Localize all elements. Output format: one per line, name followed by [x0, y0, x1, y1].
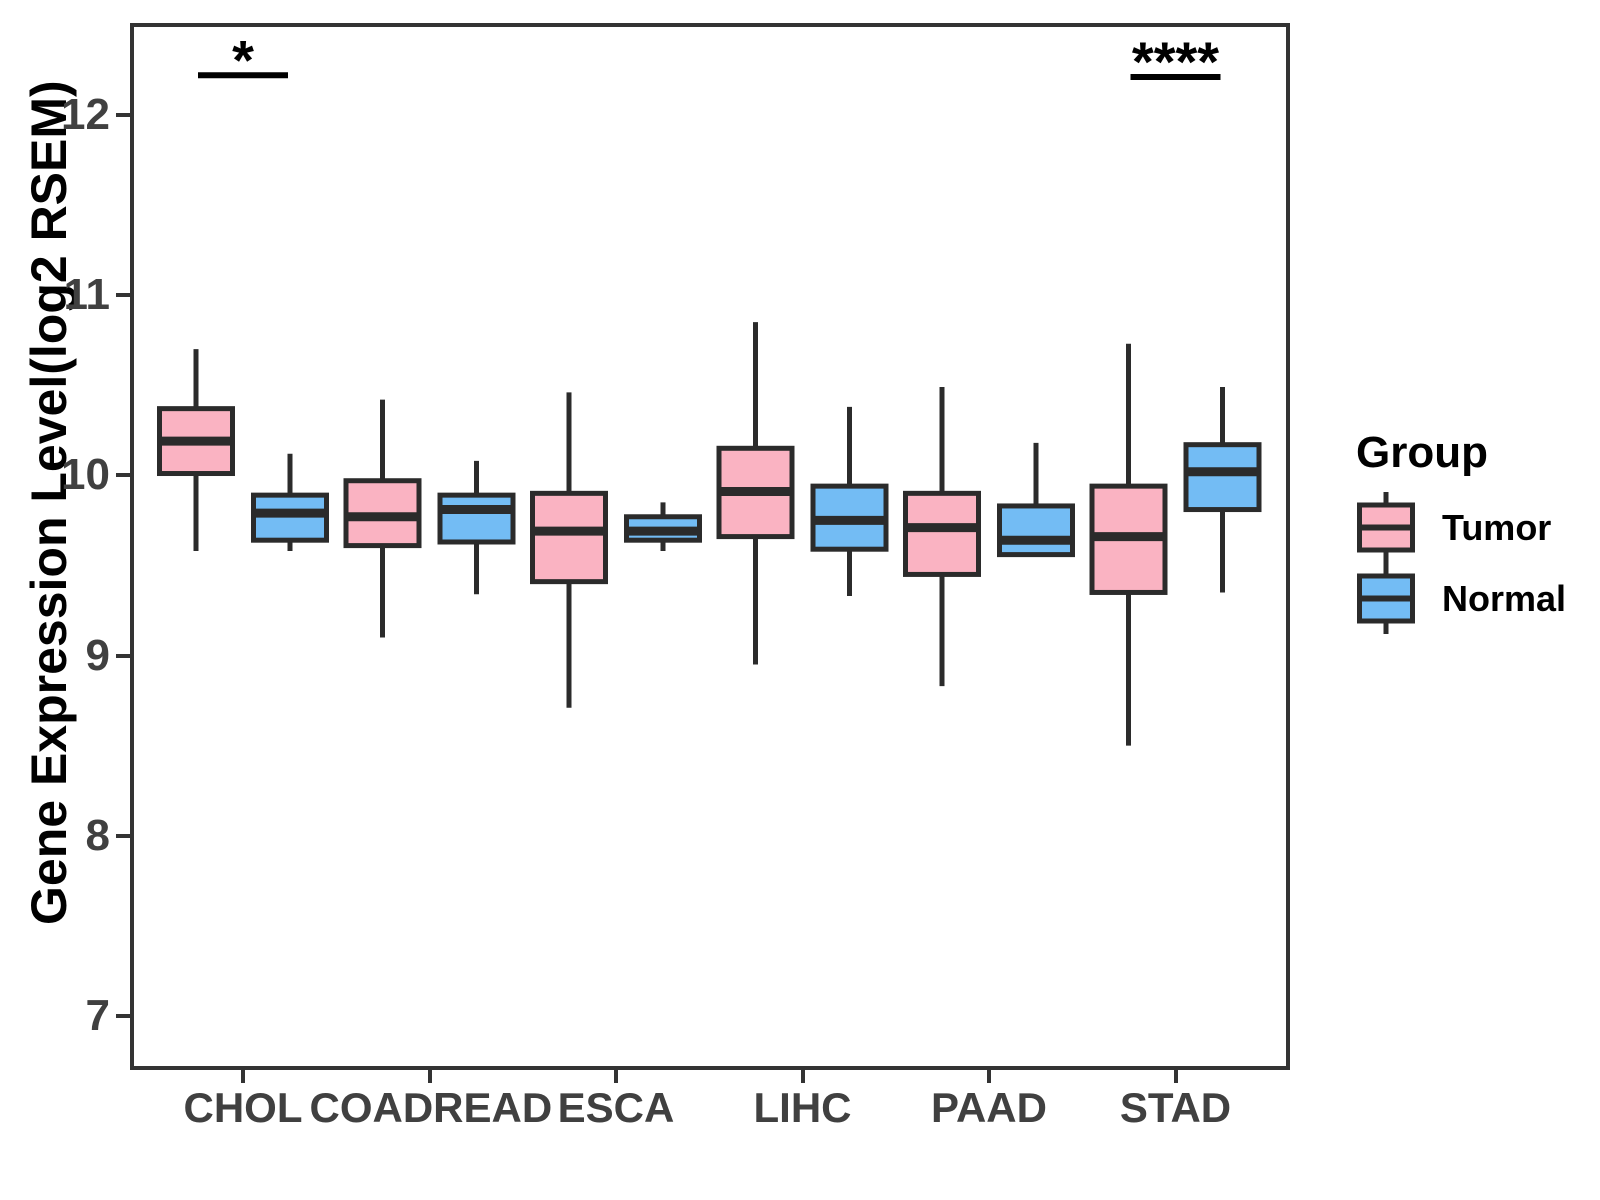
y-tick-mark-7	[116, 1013, 130, 1018]
x-tick-mark-STAD	[1173, 1070, 1178, 1083]
plot-panel: * ****	[130, 23, 1290, 1070]
box-COADREAD-Normal	[437, 492, 516, 545]
box-ESCA-Tumor	[530, 490, 608, 585]
y-tick-label-12: 12	[61, 89, 110, 139]
x-tick-mark-CHOL	[241, 1070, 245, 1083]
box-PAAD-Tumor	[903, 490, 981, 577]
legend-key-tumor-boxplot-icon	[1357, 492, 1415, 563]
y-tick-mark-12	[116, 112, 130, 117]
legend-title: Group	[1356, 428, 1488, 477]
x-tick-label-STAD: STAD	[1119, 1084, 1232, 1131]
boxplot-canvas: * ****	[157, 28, 1262, 746]
y-tick-mark-10	[116, 473, 130, 478]
legend-key-normal-boxplot-icon	[1357, 563, 1415, 634]
legend-label-normal: Normal	[1442, 577, 1567, 619]
x-tick-mark-COADREAD	[427, 1070, 432, 1083]
x-tick-label-LIHC: LIHC	[753, 1084, 852, 1131]
x-tick-label-ESCA: ESCA	[557, 1084, 675, 1131]
legend-entry-normal: Normal	[1356, 563, 1590, 634]
box-STAD-Normal	[1183, 442, 1262, 513]
y-tick-label-9: 9	[85, 630, 110, 680]
significance-label-STAD: ****	[1132, 30, 1219, 93]
y-tick-label-11: 11	[63, 270, 110, 320]
y-tick-mark-8	[116, 833, 130, 838]
box-CHOL-Normal	[251, 492, 329, 543]
y-tick-mark-11	[116, 293, 130, 298]
x-tick-label-COADREAD: COADREAD	[309, 1084, 553, 1131]
x-tick-label-PAAD: PAAD	[931, 1084, 1047, 1131]
legend: Group Tumor Normal	[1330, 428, 1590, 634]
x-tick-mark-ESCA	[614, 1070, 618, 1083]
y-tick-label-8: 8	[85, 810, 110, 860]
legend-entries: Tumor Normal	[1330, 492, 1590, 634]
x-tick-mark-PAAD	[987, 1070, 991, 1083]
legend-label-tumor: Tumor	[1442, 506, 1552, 548]
legend-entry-tumor: Tumor	[1356, 492, 1590, 563]
y-tick-label-10: 10	[61, 450, 110, 500]
x-tick-label-CHOL: CHOL	[183, 1084, 303, 1131]
significance-label-CHOL: *	[232, 28, 254, 91]
y-tick-label-7: 7	[85, 990, 110, 1040]
box-PAAD-Normal	[997, 503, 1075, 558]
y-tick-mark-9	[116, 653, 130, 658]
x-tick-mark-LIHC	[800, 1070, 805, 1083]
